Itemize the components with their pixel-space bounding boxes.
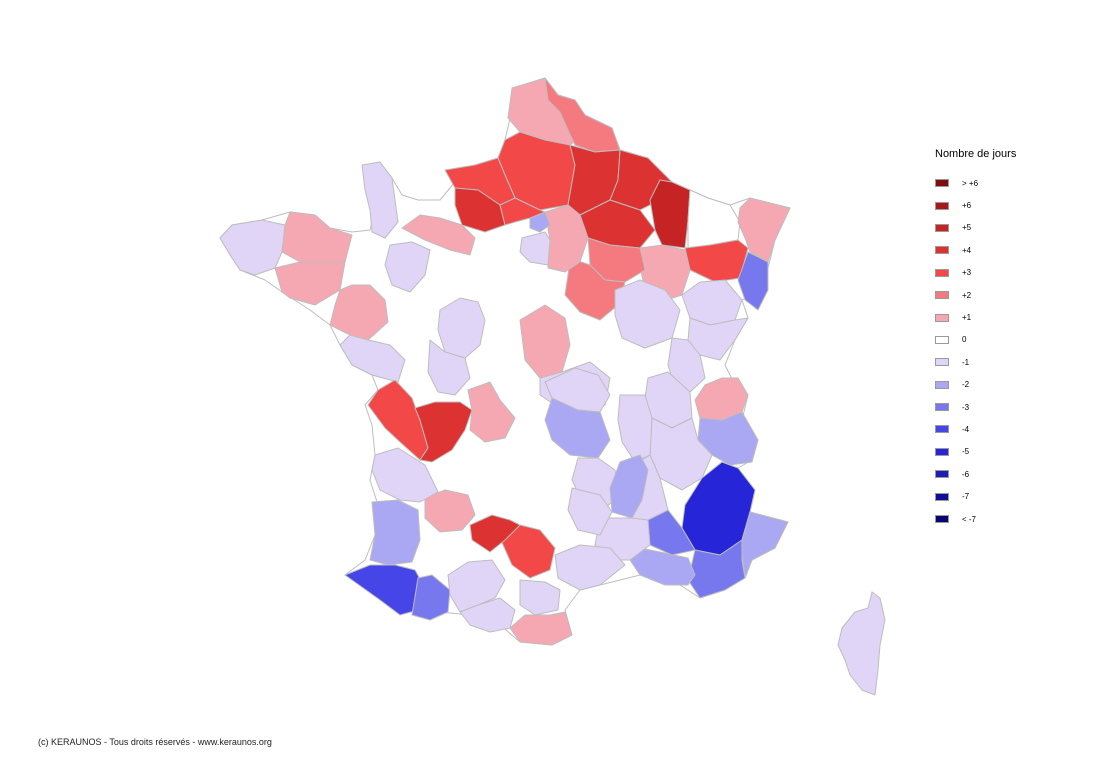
- region-herault: [554, 544, 626, 591]
- legend-label: +1: [962, 313, 972, 323]
- legend-swatch: [935, 201, 949, 210]
- legend-item: +1: [935, 306, 1055, 328]
- region-lot: [469, 514, 521, 553]
- legend-swatch: [935, 470, 949, 479]
- legend-item: -6: [935, 463, 1055, 485]
- region-calvados: [401, 214, 476, 256]
- region-corse: [837, 591, 886, 696]
- legend-item: +4: [935, 239, 1055, 261]
- region-alpes-maritimes: [741, 511, 789, 579]
- region-ariege: [459, 597, 516, 633]
- legend-item: +6: [935, 194, 1055, 216]
- region-charente: [414, 401, 473, 463]
- region-hautes-pyrenees: [411, 574, 451, 621]
- legend-label: +5: [962, 223, 972, 233]
- region-landes: [369, 499, 421, 566]
- legend-swatch: [935, 492, 949, 501]
- region-lozere: [567, 487, 613, 536]
- legend-label: 0: [962, 335, 967, 345]
- legend-title: Nombre de jours: [935, 148, 1017, 160]
- region-finistere: [219, 219, 286, 276]
- region-orne: [384, 241, 431, 293]
- legend-item: -4: [935, 418, 1055, 440]
- legend-item: -3: [935, 396, 1055, 418]
- region-aveyron: [499, 524, 556, 579]
- legend-label: -7: [962, 492, 970, 502]
- legend-label: -5: [962, 447, 970, 457]
- region-manche: [361, 161, 399, 239]
- region-haut-rhin: [737, 251, 769, 311]
- legend-item: > +6: [935, 172, 1055, 194]
- region-dordogne: [424, 489, 476, 533]
- legend-item: 0: [935, 329, 1055, 351]
- region-oise: [499, 197, 546, 226]
- legend-swatch: [935, 425, 949, 434]
- legend-item: -1: [935, 351, 1055, 373]
- region-ardeche: [609, 454, 649, 519]
- legend-swatch: [935, 335, 949, 344]
- region-vendee: [339, 334, 406, 383]
- region-yonne: [564, 257, 626, 321]
- legend-label: +3: [962, 268, 972, 278]
- legend-swatch: [935, 179, 949, 188]
- legend-item: +5: [935, 217, 1055, 239]
- region-cotes-darmor: [281, 211, 353, 263]
- region-moselle: [687, 189, 741, 249]
- legend-swatch: [935, 313, 949, 322]
- legend-label: +2: [962, 290, 972, 300]
- region-eure: [454, 187, 506, 233]
- region-pyrenees-orientales: [509, 611, 573, 646]
- legend-swatch: [935, 403, 949, 412]
- legend-label: -2: [962, 380, 970, 390]
- legend-label: < -7: [962, 514, 977, 524]
- region-haute-garonne: [447, 559, 506, 613]
- legend: Nombre de jours > +6 +6 +5 +4 +3 +2 +1 0 -1 -2 -3 -…: [935, 148, 1055, 530]
- region-aude: [519, 579, 561, 616]
- region-loir-et-cher: [427, 339, 471, 396]
- legend-item: +3: [935, 262, 1055, 284]
- legend-item: -2: [935, 374, 1055, 396]
- legend-label: -4: [962, 424, 970, 434]
- region-cher: [519, 304, 571, 379]
- region-var: [687, 539, 746, 599]
- legend-swatch: [935, 380, 949, 389]
- legend-item: -7: [935, 485, 1055, 507]
- legend-swatch: [935, 268, 949, 277]
- legend-item: -5: [935, 441, 1055, 463]
- legend-label: +4: [962, 245, 972, 255]
- region-loire: [617, 394, 653, 463]
- legend-swatch: [935, 515, 949, 524]
- region-haute-vienne: [467, 381, 516, 443]
- region-jura: [667, 337, 706, 393]
- departements-layer: [219, 77, 886, 696]
- copyright-footer: (c) KERAUNOS - Tous droits réservés - ww…: [38, 737, 272, 747]
- legend-label: -3: [962, 402, 970, 412]
- legend-label: > +6: [962, 178, 979, 188]
- legend-swatch: [935, 246, 949, 255]
- region-gironde: [371, 447, 439, 503]
- region-essonne: [519, 231, 551, 266]
- region-ille-et-vilaine: [329, 284, 389, 341]
- region-sarthe: [437, 297, 486, 359]
- legend-swatch: [935, 447, 949, 456]
- legend-item: +2: [935, 284, 1055, 306]
- legend-swatch: [935, 223, 949, 232]
- legend-item: < -7: [935, 508, 1055, 530]
- legend-label: +6: [962, 201, 972, 211]
- legend-items: > +6 +6 +5 +4 +3 +2 +1 0 -1 -2 -3 -4 -5 -6 -7 < -7: [935, 172, 1055, 530]
- legend-label: -6: [962, 469, 970, 479]
- legend-label: -1: [962, 357, 970, 367]
- legend-swatch: [935, 291, 949, 300]
- legend-swatch: [935, 358, 949, 367]
